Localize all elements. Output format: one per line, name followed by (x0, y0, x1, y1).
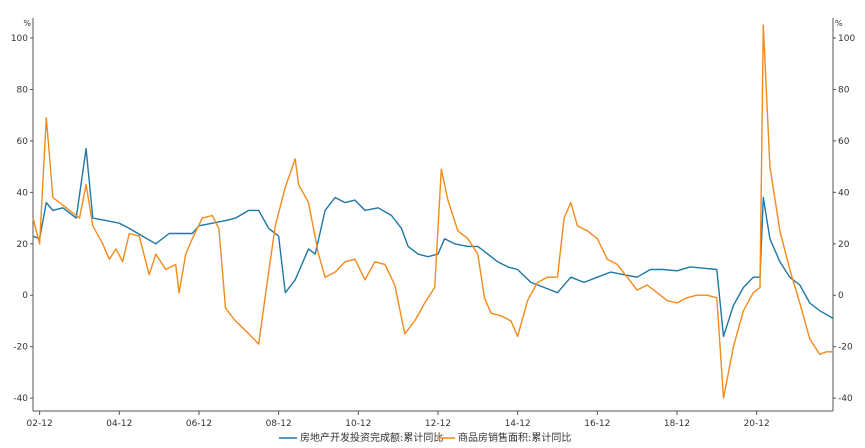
series-line-2 (32, 24, 833, 399)
legend-label-2: 商品房销售面积:累计同比 (458, 431, 571, 444)
left-unit-label: % (23, 19, 31, 28)
right-y-tick-label: 40 (838, 188, 850, 198)
right-y-tick-label: 80 (838, 85, 850, 95)
left-y-tick-label: 80 (17, 85, 29, 95)
right-y-tick-label: 60 (838, 137, 850, 147)
right-y-tick-label: -40 (838, 394, 853, 404)
legend: 房地产开发投资完成额:累计同比 商品房销售面积:累计同比 (279, 431, 571, 444)
x-tick-label: 16-12 (584, 419, 610, 429)
left-y-tick-label: 0 (22, 291, 28, 301)
x-tick-label: 08-12 (266, 419, 292, 429)
series-line-1 (32, 147, 834, 338)
right-y-tick-label: -20 (838, 343, 853, 353)
x-tick-label: 10-12 (345, 419, 371, 429)
left-y-tick-label: 20 (17, 240, 29, 250)
legend-label-1: 房地产开发投资完成额:累计同比 (300, 431, 443, 444)
right-unit-label: % (835, 19, 843, 28)
left-y-tick-label: -20 (13, 343, 28, 353)
x-tick-label: 20-12 (744, 419, 770, 429)
x-tick-label: 18-12 (664, 419, 690, 429)
right-y-tick-label: 20 (838, 240, 850, 250)
x-axis: 02-12 04-12 06-12 08-12 10-12 12-12 14-12 16-12… (27, 410, 833, 429)
x-tick-label: 06-12 (186, 419, 212, 429)
x-tick-label: 02-12 (27, 419, 53, 429)
right-y-tick-label: 0 (838, 291, 844, 301)
x-tick-label: 04-12 (106, 419, 132, 429)
left-y-tick-label: 60 (17, 137, 29, 147)
left-y-tick-label: -40 (13, 394, 28, 404)
series-layer (32, 24, 834, 399)
right-y-axis: % -40 -20 0 20 40 60 80 100 (832, 18, 855, 411)
x-tick-label: 12-12 (425, 419, 451, 429)
left-y-tick-label: 40 (17, 188, 29, 198)
left-y-axis: % -40 -20 0 20 40 60 80 100 (11, 18, 34, 411)
right-y-tick-label: 100 (838, 34, 855, 44)
x-tick-label: 14-12 (505, 419, 531, 429)
left-y-tick-label: 100 (11, 34, 28, 44)
